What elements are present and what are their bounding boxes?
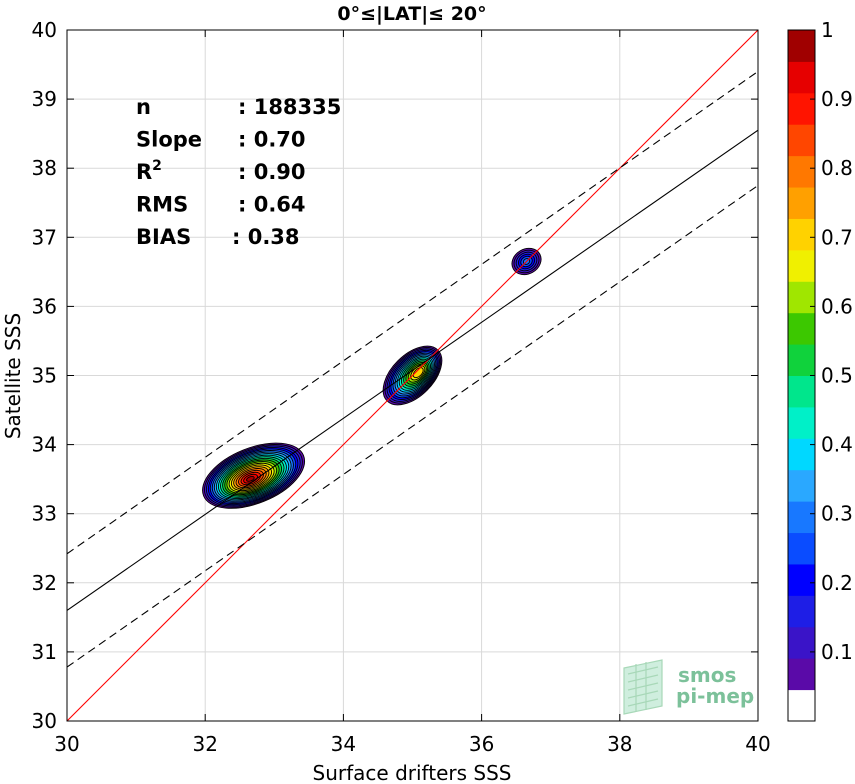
colorbar-tick-label: 1 bbox=[821, 18, 834, 42]
colorbar-segment bbox=[788, 658, 815, 691]
colorbar-tick-label: 0.7 bbox=[821, 225, 853, 249]
y-tick-label: 39 bbox=[32, 87, 57, 111]
x-tick-label: 38 bbox=[607, 732, 632, 756]
x-tick-label: 30 bbox=[54, 732, 79, 756]
colorbar-segment bbox=[788, 312, 815, 345]
colorbar-segment bbox=[788, 406, 815, 439]
colorbar-tick-label: 0.2 bbox=[821, 571, 853, 595]
logo-text-line1: smos bbox=[678, 663, 736, 687]
x-tick-label: 36 bbox=[469, 732, 494, 756]
y-tick-label: 36 bbox=[32, 294, 57, 318]
y-tick-label: 33 bbox=[32, 502, 57, 526]
x-axis-label: Surface drifters SSS bbox=[313, 761, 512, 784]
colorbar-segment bbox=[788, 438, 815, 471]
fit-upper-bound-line bbox=[67, 71, 758, 555]
stat-value: : 0.90 bbox=[238, 160, 306, 184]
colorbar-segment bbox=[788, 92, 815, 125]
density-level bbox=[412, 367, 424, 379]
x-tick-label: 40 bbox=[745, 732, 770, 756]
x-tick-label: 32 bbox=[192, 732, 217, 756]
colorbar-tick-label: 0.6 bbox=[821, 294, 853, 318]
statistics-box: n : 188335 Slope : 0.70 R2 : 0.90 RMS : 0.64 BIA… bbox=[136, 95, 341, 249]
chart-title: 0°≤|LAT|≤ 20° bbox=[337, 3, 486, 25]
grid bbox=[66, 29, 759, 722]
colorbar-segment bbox=[788, 61, 815, 94]
colorbar-tick-label: 0.4 bbox=[821, 433, 853, 457]
colorbar-tick-label: 0.8 bbox=[821, 156, 853, 180]
y-tick-label: 34 bbox=[32, 433, 57, 457]
y-tick-label: 30 bbox=[32, 709, 57, 733]
smos-pi-mep-logo: smos pi-mep bbox=[623, 659, 754, 715]
y-axis-label: Satellite SSS bbox=[1, 313, 25, 439]
y-tick-label: 31 bbox=[32, 640, 57, 664]
colorbar-segment bbox=[788, 501, 815, 534]
identity-line bbox=[67, 30, 758, 721]
x-axis-ticks: 30 32 34 36 38 40 bbox=[54, 30, 771, 756]
stat-label: RMS bbox=[136, 193, 188, 217]
colorbar-tick-label: 0.3 bbox=[821, 502, 853, 526]
fit-lower-bound-line bbox=[67, 185, 758, 668]
colorbar-segment bbox=[788, 689, 815, 722]
colorbar-segment bbox=[788, 344, 815, 376]
stat-value: : 0.70 bbox=[238, 128, 306, 152]
y-tick-label: 38 bbox=[32, 156, 57, 180]
colorbar-segment bbox=[788, 124, 815, 157]
colorbar: 0.1 0.2 0.3 0.4 0.5 0.6 0.7 0.8 0.9 1 bbox=[787, 18, 853, 722]
colorbar-segment bbox=[788, 30, 815, 62]
density-level bbox=[246, 475, 255, 482]
y-axis-ticks: 30 31 32 33 34 35 36 37 38 39 40 bbox=[32, 18, 758, 733]
colorbar-segment bbox=[788, 595, 815, 628]
colorbar-segment bbox=[788, 469, 815, 502]
logo-text-line2: pi-mep bbox=[676, 684, 754, 708]
stat-label: R2 bbox=[136, 158, 162, 184]
colorbar-segment bbox=[788, 187, 815, 219]
colorbar-tick-label: 0.1 bbox=[821, 640, 853, 664]
colorbar-segment bbox=[788, 626, 815, 659]
stat-label: n bbox=[136, 95, 151, 119]
stat-value: : 188335 bbox=[238, 95, 341, 119]
colorbar-tick-label: 0.5 bbox=[821, 364, 853, 388]
colorbar-segment bbox=[788, 249, 815, 282]
stat-label: Slope bbox=[136, 128, 202, 152]
y-tick-label: 40 bbox=[32, 18, 57, 42]
fit-line bbox=[67, 129, 758, 611]
y-tick-label: 32 bbox=[32, 571, 57, 595]
colorbar-segment bbox=[788, 532, 815, 565]
y-tick-label: 35 bbox=[32, 364, 57, 388]
y-tick-label: 37 bbox=[32, 225, 57, 249]
stat-value: : 0.38 bbox=[232, 225, 300, 249]
colorbar-segment bbox=[788, 375, 815, 408]
stat-value: : 0.64 bbox=[238, 193, 306, 217]
colorbar-segment bbox=[788, 155, 815, 188]
x-tick-label: 34 bbox=[331, 732, 356, 756]
colorbar-segment bbox=[788, 563, 815, 596]
regression-lines bbox=[67, 30, 758, 721]
colorbar-tick-label: 0.9 bbox=[821, 87, 853, 111]
stat-label: BIAS bbox=[136, 225, 191, 249]
colorbar-segment bbox=[788, 218, 815, 251]
colorbar-segment bbox=[788, 281, 815, 314]
density-cluster bbox=[202, 442, 306, 509]
